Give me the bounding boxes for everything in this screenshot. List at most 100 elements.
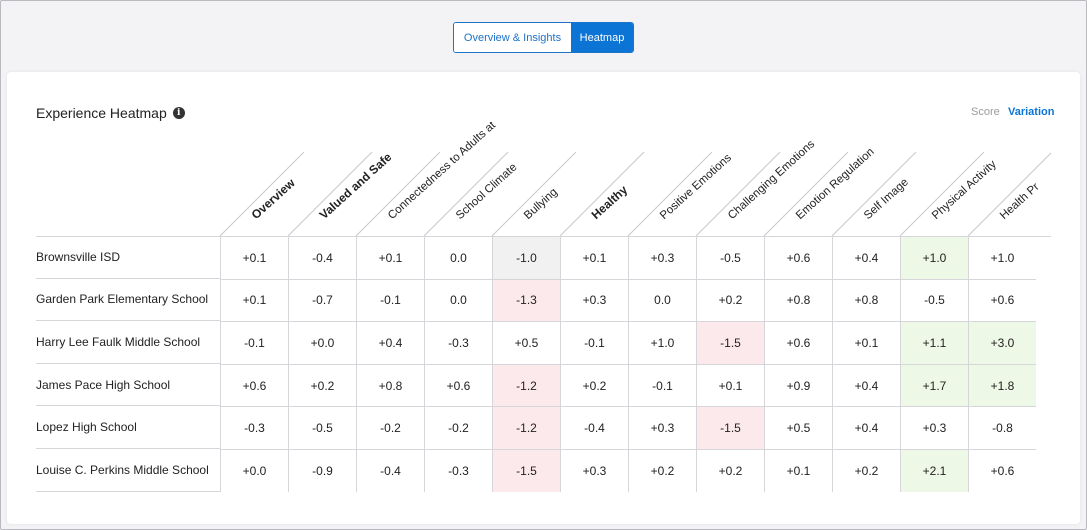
heatmap-cell[interactable]: +0.1 xyxy=(832,322,900,365)
row-label[interactable]: Harry Lee Faulk Middle School xyxy=(36,321,220,364)
heatmap-cell[interactable]: +0.1 xyxy=(220,237,288,280)
heatmap-cell[interactable]: +3.0 xyxy=(968,322,1036,365)
heatmap-cell[interactable]: +0.2 xyxy=(288,364,356,408)
heatmap-cell[interactable]: -1.5 xyxy=(492,450,560,492)
column-divider xyxy=(627,151,713,237)
column-header: Physical Activity xyxy=(900,122,999,236)
heatmap-cell[interactable]: +0.5 xyxy=(492,322,560,365)
heatmap-cell[interactable]: -0.1 xyxy=(356,279,424,323)
row-labels: Brownsville ISD Garden Park Elementary Sc… xyxy=(36,236,220,492)
heatmap-cell[interactable]: -1.2 xyxy=(492,364,560,408)
heatmap-cell[interactable]: -1.3 xyxy=(492,279,560,323)
heatmap-cell[interactable]: +0.2 xyxy=(696,279,764,323)
heatmap-cell[interactable]: -0.2 xyxy=(424,407,492,450)
column-divider xyxy=(423,151,509,237)
heatmap-cell[interactable]: +0.9 xyxy=(764,364,832,408)
card-title-text: Experience Heatmap xyxy=(36,105,167,121)
heatmap-cell[interactable]: +0.1 xyxy=(220,279,288,323)
heatmap-cell[interactable]: -1.5 xyxy=(696,407,764,450)
heatmap-cell[interactable]: +0.1 xyxy=(696,364,764,408)
heatmap-cell[interactable]: +0.6 xyxy=(968,279,1036,323)
heatmap-cell[interactable]: 0.0 xyxy=(424,279,492,323)
heatmap-cell[interactable]: +1.7 xyxy=(900,364,968,408)
heatmap-cell[interactable]: +0.5 xyxy=(764,407,832,450)
column-divider xyxy=(967,152,1051,237)
heatmap-cell[interactable]: +1.0 xyxy=(628,322,696,365)
heatmap-cell[interactable]: +0.6 xyxy=(764,237,832,280)
row-label[interactable]: Louise C. Perkins Middle School xyxy=(36,449,220,492)
heatmap-cell[interactable]: -0.3 xyxy=(220,407,288,450)
heatmap-cell[interactable]: +0.8 xyxy=(832,279,900,323)
heatmap-cell[interactable]: -0.1 xyxy=(560,322,628,365)
heatmap-cell[interactable]: +0.1 xyxy=(764,450,832,492)
heatmap-cell[interactable]: +0.3 xyxy=(628,237,696,280)
column-header: School Climate xyxy=(424,122,520,236)
heatmap-cell[interactable]: +0.4 xyxy=(832,407,900,450)
column-divider xyxy=(831,151,917,237)
row-label[interactable]: Garden Park Elementary School xyxy=(36,279,220,322)
heatmap-cell[interactable]: -0.4 xyxy=(356,450,424,492)
info-icon[interactable]: i xyxy=(172,107,185,119)
heatmap-cell[interactable]: +0.6 xyxy=(764,322,832,365)
heatmap-cell[interactable]: +1.8 xyxy=(968,364,1036,408)
heatmap-cell[interactable]: +0.3 xyxy=(628,407,696,450)
heatmap-cell[interactable]: +0.0 xyxy=(220,450,288,492)
tab-overview-insights[interactable]: Overview & Insights xyxy=(454,23,571,52)
column-header: Healthy xyxy=(560,122,631,236)
heatmap-cell[interactable]: -0.9 xyxy=(288,450,356,492)
heatmap-cell[interactable]: +0.4 xyxy=(832,364,900,408)
heatmap-cell[interactable]: +0.6 xyxy=(424,364,492,408)
column-header-dividers xyxy=(219,151,1051,237)
column-header: Connectedness to Adults at xyxy=(356,122,498,236)
column-divider xyxy=(559,151,645,237)
heatmap-cell[interactable]: -0.1 xyxy=(628,364,696,408)
heatmap-cell[interactable]: +0.4 xyxy=(832,237,900,280)
heatmap-cell[interactable]: -0.7 xyxy=(288,279,356,323)
column-header: Positive Emotions xyxy=(628,122,734,236)
heatmap-cell[interactable]: +1.0 xyxy=(900,237,968,280)
heatmap-cell[interactable]: 0.0 xyxy=(628,279,696,323)
row-label[interactable]: Lopez High School xyxy=(36,406,220,449)
heatmap-cell[interactable]: +2.1 xyxy=(900,450,968,492)
heatmap-cell[interactable]: -1.0 xyxy=(492,237,560,280)
heatmap-cell[interactable]: -0.3 xyxy=(424,322,492,365)
heatmap-cell[interactable]: +0.2 xyxy=(560,364,628,408)
heatmap-cell[interactable]: +0.1 xyxy=(560,237,628,280)
heatmap-cell[interactable]: -0.5 xyxy=(696,237,764,280)
mode-score-button[interactable]: Score xyxy=(971,106,1000,118)
heatmap-cell[interactable]: +0.2 xyxy=(628,450,696,492)
heatmap-cell[interactable]: -0.1 xyxy=(220,322,288,365)
heatmap-cell[interactable]: +0.0 xyxy=(288,322,356,365)
heatmap-cell[interactable]: -0.3 xyxy=(424,450,492,492)
heatmap-cell[interactable]: +0.2 xyxy=(832,450,900,492)
heatmap-cell[interactable]: +0.6 xyxy=(968,450,1036,492)
heatmap-cell[interactable]: +0.1 xyxy=(356,237,424,280)
heatmap-cell[interactable]: +0.3 xyxy=(560,279,628,323)
column-header-label: Bullying xyxy=(521,186,560,222)
heatmap-cell[interactable]: +0.2 xyxy=(696,450,764,492)
tab-heatmap[interactable]: Heatmap xyxy=(571,23,633,52)
heatmap-cell[interactable]: 0.0 xyxy=(424,237,492,280)
heatmap-cell[interactable]: -0.2 xyxy=(356,407,424,450)
row-label[interactable]: Brownsville ISD xyxy=(36,236,220,279)
heatmap-cell[interactable]: -0.4 xyxy=(288,237,356,280)
heatmap-cell[interactable]: +1.0 xyxy=(968,237,1036,280)
heatmap-cell[interactable]: +0.3 xyxy=(560,450,628,492)
heatmap-cell[interactable]: -0.4 xyxy=(560,407,628,450)
heatmap-cell[interactable]: +0.4 xyxy=(356,322,424,365)
heatmap-table: Brownsville ISD Garden Park Elementary Sc… xyxy=(36,122,1051,492)
heatmap-cell[interactable]: +0.3 xyxy=(900,407,968,450)
heatmap-cell[interactable]: +1.1 xyxy=(900,322,968,365)
column-header-label: Health Pr xyxy=(997,181,1042,222)
heatmap-cell[interactable]: +0.8 xyxy=(356,364,424,408)
mode-variation-button[interactable]: Variation xyxy=(1008,106,1055,118)
heatmap-cell[interactable]: -1.2 xyxy=(492,407,560,450)
heatmap-cell[interactable]: -0.8 xyxy=(968,407,1036,450)
heatmap-cell[interactable]: +0.6 xyxy=(220,364,288,408)
heatmap-cell[interactable]: -0.5 xyxy=(900,279,968,323)
heatmap-cell[interactable]: -0.5 xyxy=(288,407,356,450)
heatmap-cell[interactable]: +0.8 xyxy=(764,279,832,323)
heatmap-cell[interactable]: -1.5 xyxy=(696,322,764,365)
row-label[interactable]: James Pace High School xyxy=(36,364,220,407)
table-top-rule xyxy=(36,236,1051,237)
